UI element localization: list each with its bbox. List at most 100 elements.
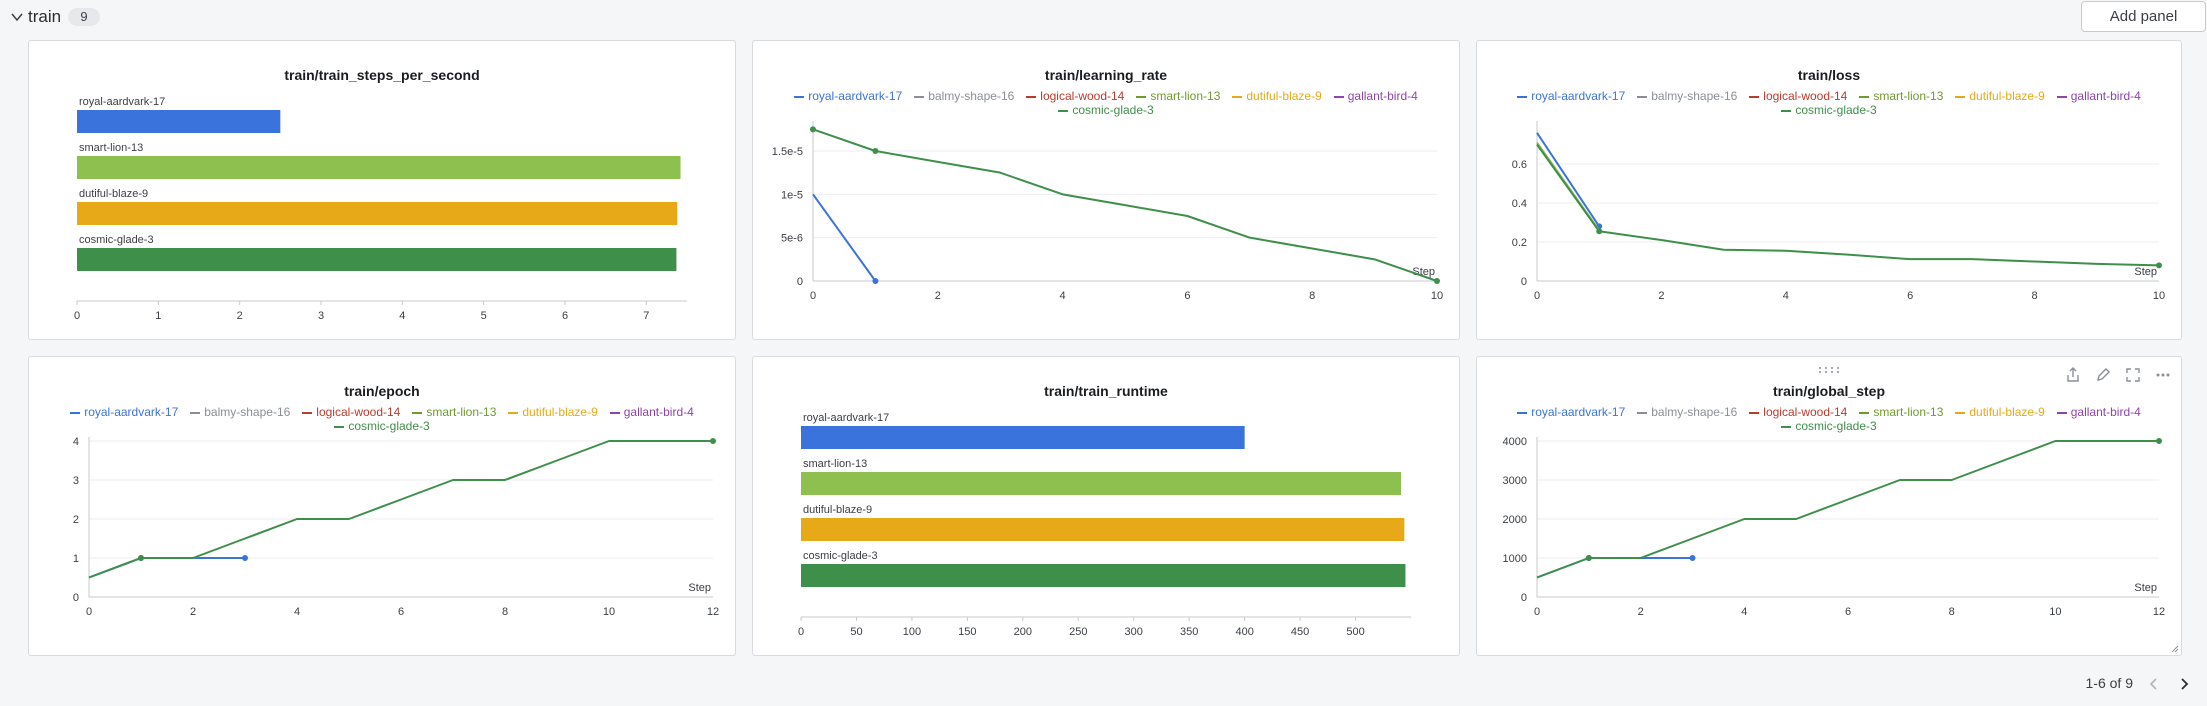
bar-smart-lion-13 [801,472,1402,495]
legend-item-logical-wood-14[interactable]: logical-wood-14 [1749,405,1847,419]
legend-item-royal-aardvark-17[interactable]: royal-aardvark-17 [70,405,178,419]
legend-item-smart-lion-13[interactable]: smart-lion-13 [1859,405,1943,419]
chevron-right-icon[interactable] [2175,675,2193,693]
section-title[interactable]: train [28,7,62,26]
legend-item-gallant-bird-4[interactable]: gallant-bird-4 [1333,89,1418,103]
chart-svg: 0 50 100 150 200 250 300 350 400 450 500 royal-aard… [798,412,1411,638]
legend-item-cosmic-glade-3[interactable]: cosmic-glade-3 [1058,103,1154,117]
x-tick-label: 3 [318,310,324,322]
legend-item-smart-lion-13[interactable]: smart-lion-13 [412,405,496,419]
x-tick-label: 1 [155,310,161,322]
legend-item-gallant-bird-4[interactable]: gallant-bird-4 [2056,405,2141,419]
series-point [710,438,716,444]
x-tick-label: 8 [1949,606,1955,618]
legend-item-royal-aardvark-17[interactable]: royal-aardvark-17 [1517,405,1625,419]
series-line-cosmic-glade-3 [1536,143,2160,267]
share-icon[interactable] [2063,365,2083,385]
legend-item-dutiful-blaze-9[interactable]: dutiful-blaze-9 [1955,405,2045,419]
y-tick-label: 0.2 [1512,237,1527,249]
series-line-cosmic-glade-3 [1536,440,2159,579]
chevron-left-icon[interactable] [2145,675,2163,693]
section-count-badge: 9 [68,8,100,26]
legend-swatch [1637,411,1648,414]
x-tick-label: 7 [643,310,649,322]
series-point [872,278,879,284]
bar-royal-aardvark-17 [801,426,1245,449]
legend: royal-aardvark-17 balmy-shape-16 logical-w… [1477,405,2181,433]
legend-item-royal-aardvark-17[interactable]: royal-aardvark-17 [794,89,902,103]
legend-item-cosmic-glade-3[interactable]: cosmic-glade-3 [1781,103,1877,117]
series-line-cosmic-glade-3 [88,440,713,579]
x-tick-label: 10 [603,606,615,618]
panel-epoch[interactable]: train/epoch 0 1 2 3 4 0 2 4 6 8 10 12 Step royal-aardv… [28,356,736,656]
legend-item-balmy-shape-16[interactable]: balmy-shape-16 [190,405,290,419]
panel-train-runtime[interactable]: train/train_runtime 0 50 100 150 200 250 300 350… [752,356,1460,656]
legend-item-gallant-bird-4[interactable]: gallant-bird-4 [609,405,694,419]
legend-item-dutiful-blaze-9[interactable]: dutiful-blaze-9 [1232,89,1322,103]
legend-label: cosmic-glade-3 [1072,103,1154,117]
legend-swatch [1232,95,1243,98]
legend-swatch [1749,95,1760,98]
series-line-cosmic-glade-3 [812,128,1438,282]
legend-label: cosmic-glade-3 [1795,103,1877,117]
legend-item-balmy-shape-16[interactable]: balmy-shape-16 [914,89,1014,103]
legend-swatch [1517,411,1528,414]
legend-swatch [1749,411,1760,414]
legend-item-logical-wood-14[interactable]: logical-wood-14 [302,405,400,419]
y-tick-label: 1000 [1503,553,1527,565]
legend-swatch [1026,95,1037,98]
x-tick-label: 250 [1069,626,1087,638]
legend-item-dutiful-blaze-9[interactable]: dutiful-blaze-9 [1955,89,2045,103]
x-tick-label: 6 [398,606,404,618]
y-tick-label: 1.5e-5 [772,146,803,158]
legend-swatch [190,411,201,414]
x-tick-label: 6 [1184,290,1190,302]
panel-train-steps-per-second[interactable]: train/train_steps_per_second 0 1 2 3 4 5 6 7 roya… [28,40,736,340]
legend: royal-aardvark-17 balmy-shape-16 logical-w… [1477,89,2181,117]
x-tick-label: 12 [707,606,719,618]
x-tick-label: 8 [502,606,508,618]
legend-item-balmy-shape-16[interactable]: balmy-shape-16 [1637,405,1737,419]
legend-swatch [1333,95,1344,98]
x-tick-label: 0 [1534,606,1540,618]
series-point [872,148,879,154]
legend-item-royal-aardvark-17[interactable]: royal-aardvark-17 [1517,89,1625,103]
bar-smart-lion-13 [77,156,681,179]
legend-label: gallant-bird-4 [2070,89,2141,103]
legend-item-cosmic-glade-3[interactable]: cosmic-glade-3 [334,419,430,433]
legend-item-smart-lion-13[interactable]: smart-lion-13 [1136,89,1220,103]
y-tick-label: 4000 [1503,436,1527,448]
add-panel-button[interactable]: Add panel [2081,1,2206,32]
series-line-royal-aardvark-17 [812,193,877,282]
more-icon[interactable] [2153,365,2173,385]
panel-loss[interactable]: train/loss 0 0.2 0.4 0.6 0 2 4 6 8 10 Step royal-aar… [1476,40,2182,340]
legend-swatch [609,411,620,414]
x-tick-label: 4 [1741,606,1747,618]
chevron-down-icon[interactable] [10,10,24,24]
series-point [1434,278,1440,284]
y-tick-label: 3000 [1503,475,1527,487]
legend-swatch [1781,109,1792,112]
x-tick-label: 0 [86,606,92,618]
legend-item-dutiful-blaze-9[interactable]: dutiful-blaze-9 [508,405,598,419]
legend-label: dutiful-blaze-9 [1969,405,2045,419]
legend-label: smart-lion-13 [1873,89,1944,103]
series-point [138,555,144,561]
resize-handle-icon[interactable] [2171,645,2179,653]
panel-global-step[interactable]: train/global_step 0 1000 2000 3000 4000 0 2 4 6 8 1… [1476,356,2182,656]
x-tick-label: 5 [481,310,487,322]
legend-item-balmy-shape-16[interactable]: balmy-shape-16 [1637,89,1737,103]
panel-learning-rate[interactable]: train/learning_rate 0 5e-6 1e-5 1.5e-5 0 2 4 6 8 1… [752,40,1460,340]
fullscreen-icon[interactable] [2123,365,2143,385]
legend-swatch [1859,411,1870,414]
legend-item-smart-lion-13[interactable]: smart-lion-13 [1859,89,1943,103]
x-tick-label: 12 [2153,606,2165,618]
legend-item-logical-wood-14[interactable]: logical-wood-14 [1749,89,1847,103]
legend-item-gallant-bird-4[interactable]: gallant-bird-4 [2056,89,2141,103]
legend-swatch [1859,95,1870,98]
legend-item-cosmic-glade-3[interactable]: cosmic-glade-3 [1781,419,1877,433]
legend-item-logical-wood-14[interactable]: logical-wood-14 [1026,89,1124,103]
drag-handle-icon[interactable] [1817,365,1841,375]
edit-icon[interactable] [2093,365,2113,385]
legend-swatch [2056,411,2067,414]
